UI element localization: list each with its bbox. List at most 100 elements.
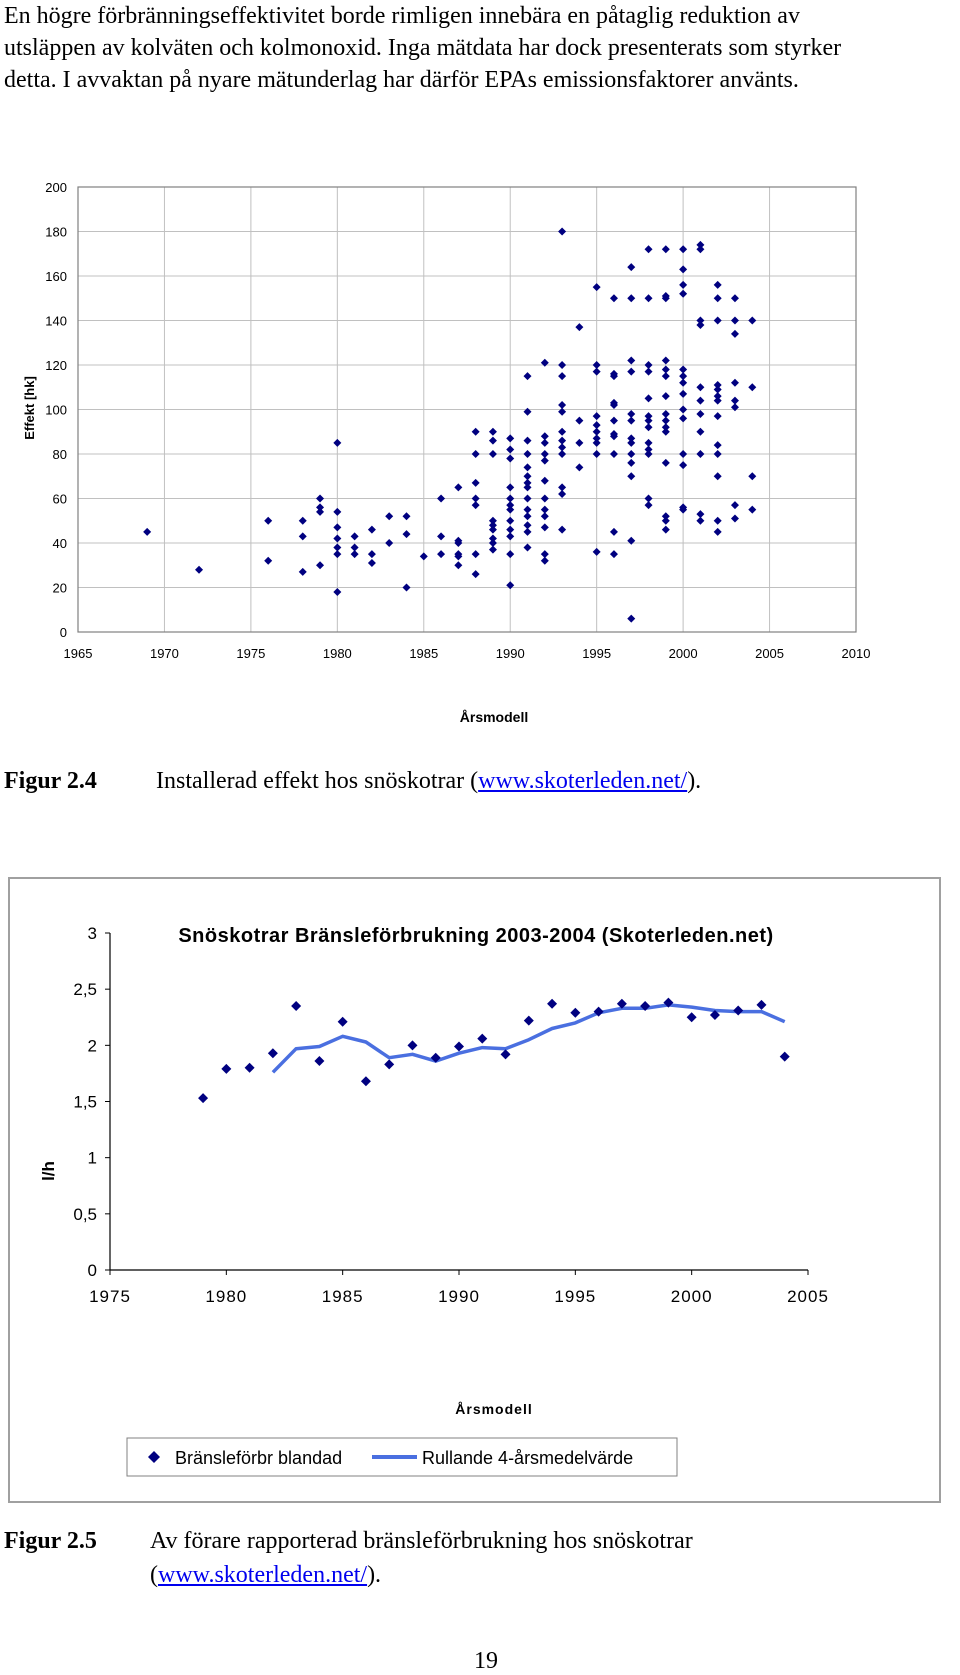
data-point: [592, 427, 601, 436]
y-tick-label: 1,5: [73, 1093, 97, 1112]
data-point: [523, 472, 532, 481]
data-point: [523, 478, 532, 487]
data-point: [523, 463, 532, 472]
chart2-y-tick-labels: 0 0,5 1 1,5 2 2,5 3: [73, 924, 97, 1280]
skoterleden-link[interactable]: www.skoterleden.net/: [478, 768, 688, 794]
data-point: [679, 289, 688, 298]
data-point: [506, 501, 515, 510]
data-point: [523, 436, 532, 445]
data-point: [143, 527, 152, 536]
data-point: [661, 409, 670, 418]
legend-marker-icon: [148, 1451, 160, 1463]
data-point: [506, 494, 515, 503]
data-point: [644, 438, 653, 447]
chart2-axes: [105, 932, 809, 1275]
data-point: [713, 385, 722, 394]
data-point: [333, 507, 342, 516]
data-point: [686, 1012, 697, 1023]
figure-2-5-caption: Figur 2.5 Av förare rapporterad bränslef…: [4, 1528, 944, 1594]
data-point: [679, 461, 688, 470]
data-point: [360, 1076, 371, 1087]
data-point: [506, 581, 515, 590]
data-point: [488, 427, 497, 436]
data-point: [661, 356, 670, 365]
data-point: [488, 516, 497, 525]
data-point: [540, 494, 549, 503]
data-point: [337, 1016, 348, 1027]
data-point: [730, 316, 739, 325]
data-point: [709, 1010, 720, 1021]
data-point: [661, 516, 670, 525]
data-point: [661, 423, 670, 432]
data-point: [592, 412, 601, 421]
data-point: [454, 483, 463, 492]
data-point: [730, 501, 739, 510]
data-point: [506, 483, 515, 492]
data-point: [540, 476, 549, 485]
figure-caption-line-1: Av förare rapporterad bränsleförbrukning…: [150, 1528, 693, 1554]
data-point: [679, 372, 688, 381]
chart1-gridlines: [77, 186, 857, 633]
data-point: [471, 427, 480, 436]
data-point: [523, 512, 532, 521]
data-point: [367, 525, 376, 534]
data-point: [609, 432, 618, 441]
data-point: [402, 530, 411, 539]
data-point: [661, 372, 670, 381]
data-point: [558, 427, 567, 436]
fuel-consumption-chart: Snöskotrar Bränsleförbrukning 2003-2004 …: [8, 877, 941, 1503]
data-point: [661, 512, 670, 521]
x-tick-label: 1995: [554, 1287, 596, 1306]
data-point: [644, 501, 653, 510]
y-tick-label: 1: [88, 1149, 97, 1168]
data-point: [195, 565, 204, 574]
data-point: [696, 409, 705, 418]
data-point: [696, 516, 705, 525]
y-tick-label: 3: [88, 924, 97, 943]
skoterleden-link[interactable]: www.skoterleden.net/: [158, 1562, 368, 1588]
x-tick-label: 1980: [205, 1287, 247, 1306]
caption-open: (: [150, 1562, 158, 1588]
data-point: [402, 583, 411, 592]
data-point: [779, 1051, 790, 1062]
data-point: [298, 516, 307, 525]
data-point: [523, 527, 532, 536]
data-point: [730, 396, 739, 405]
data-point: [713, 441, 722, 450]
data-point: [333, 523, 342, 532]
data-point: [696, 383, 705, 392]
chart2-rolling-average-series: [271, 1003, 786, 1074]
data-point: [592, 421, 601, 430]
data-point: [609, 401, 618, 410]
intro-paragraph: En högre förbränningseffektivitet borde …: [4, 0, 954, 96]
data-point: [748, 383, 757, 392]
data-point: [733, 1005, 744, 1016]
data-point: [558, 443, 567, 452]
data-point: [592, 547, 601, 556]
data-point: [333, 587, 342, 596]
chart2-fuel-series-points: [198, 997, 790, 1104]
x-tick-label: 1985: [322, 1287, 364, 1306]
data-point: [264, 516, 273, 525]
data-point: [558, 361, 567, 369]
chart2-legend: Bränsleförbr blandad Rullande 4-årsmedel…: [126, 1437, 678, 1477]
data-point: [679, 450, 688, 458]
y-tick-label: 100: [45, 403, 67, 418]
x-tick-label: 1990: [438, 1287, 480, 1306]
data-point: [756, 999, 767, 1010]
y-tick-label: 120: [45, 358, 67, 373]
data-point: [644, 445, 653, 454]
data-point: [713, 392, 722, 401]
data-point: [713, 294, 722, 303]
data-point: [640, 1001, 651, 1012]
data-point: [506, 445, 515, 454]
data-point: [488, 525, 497, 534]
data-point: [506, 505, 515, 514]
data-point: [609, 294, 618, 303]
data-point: [540, 358, 549, 367]
data-point: [523, 450, 532, 458]
figure-label: Figur 2.4: [4, 768, 97, 794]
data-point: [575, 416, 584, 425]
x-tick-label: 2000: [669, 646, 698, 661]
data-point: [198, 1093, 209, 1104]
